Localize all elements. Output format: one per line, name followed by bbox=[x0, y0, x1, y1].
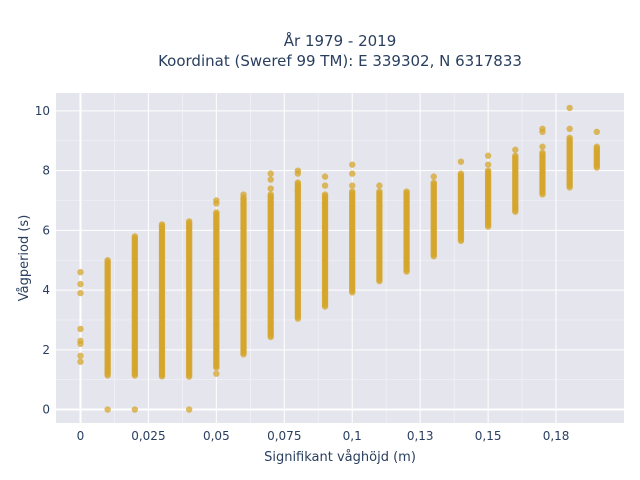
x-tick-label: 0,05 bbox=[203, 429, 230, 443]
scatter-column bbox=[294, 179, 302, 322]
scatter-point bbox=[376, 277, 383, 285]
scatter-column bbox=[131, 233, 139, 379]
y-tick-label: 6 bbox=[42, 223, 50, 237]
scatter-column bbox=[403, 188, 410, 275]
axis-ticks: 0 0,025 0,05 0,075 0,1 0,13 0,15 0,18 0 2 4 6 8 10 bbox=[35, 104, 570, 443]
scatter-column bbox=[104, 257, 111, 379]
plot-area bbox=[56, 93, 624, 423]
scatter-point bbox=[321, 173, 329, 180]
scatter-point bbox=[104, 406, 111, 413]
scatter-point bbox=[267, 170, 274, 177]
scatter-point bbox=[484, 152, 492, 159]
scatter-point bbox=[77, 325, 84, 333]
y-tick-label: 4 bbox=[42, 283, 50, 297]
scatter-point bbox=[430, 252, 437, 260]
scatter-point bbox=[77, 268, 84, 276]
scatter-point bbox=[512, 208, 519, 215]
x-tick-label: 0,025 bbox=[131, 429, 165, 443]
scatter-column bbox=[376, 188, 383, 285]
scatter-point bbox=[240, 191, 247, 198]
scatter-point bbox=[294, 188, 302, 195]
y-axis-label: Vågperiod (s) bbox=[17, 215, 32, 302]
x-tick-label: 0,1 bbox=[343, 429, 362, 443]
scatter-point bbox=[213, 370, 220, 377]
scatter-point bbox=[593, 128, 601, 136]
x-tick-label: 0,13 bbox=[407, 429, 434, 443]
scatter-point bbox=[213, 197, 220, 204]
scatter-point bbox=[349, 161, 356, 168]
scatter-point bbox=[484, 223, 492, 230]
scatter-point bbox=[267, 333, 274, 341]
scatter-point bbox=[267, 185, 274, 192]
scatter-column bbox=[158, 221, 166, 380]
scatter-point bbox=[294, 315, 302, 322]
scatter-column bbox=[593, 143, 601, 171]
x-tick-label: 0,18 bbox=[543, 429, 570, 443]
scatter-point bbox=[77, 358, 84, 365]
y-tick-label: 2 bbox=[42, 343, 50, 357]
scatter-column bbox=[349, 188, 356, 296]
scatter-column bbox=[484, 167, 492, 230]
x-tick-label: 0,075 bbox=[267, 429, 301, 443]
scatter-column bbox=[185, 218, 193, 380]
scatter-point bbox=[213, 364, 220, 371]
scatter-point bbox=[403, 268, 410, 275]
plot-background bbox=[56, 93, 624, 423]
scatter-point bbox=[294, 170, 302, 177]
chart-title-line-1: År 1979 - 2019 bbox=[284, 31, 397, 50]
scatter-point bbox=[77, 340, 84, 348]
scatter-column bbox=[457, 170, 465, 245]
scatter-point bbox=[77, 352, 84, 360]
scatter-column bbox=[512, 152, 519, 215]
scatter-column bbox=[539, 149, 546, 198]
scatter-point bbox=[457, 237, 465, 245]
scatter-point bbox=[484, 161, 492, 168]
scatter-point bbox=[321, 303, 329, 310]
scatter-point bbox=[131, 372, 139, 379]
scatter-point bbox=[539, 128, 546, 136]
scatter-point bbox=[240, 351, 247, 358]
scatter-column bbox=[321, 191, 329, 310]
scatter-point bbox=[512, 146, 519, 153]
x-tick-label: 0,15 bbox=[475, 429, 502, 443]
scatter-point bbox=[349, 289, 356, 296]
scatter-point bbox=[77, 289, 84, 297]
scatter-point bbox=[158, 373, 166, 380]
scatter-point bbox=[430, 173, 437, 180]
y-tick-label: 0 bbox=[42, 403, 50, 417]
scatter-column bbox=[430, 179, 437, 260]
x-tick-label: 0 bbox=[77, 429, 85, 443]
scatter-point bbox=[376, 182, 383, 189]
scatter-point bbox=[267, 176, 274, 183]
x-axis-label: Signifikant våghöjd (m) bbox=[264, 450, 416, 465]
scatter-points bbox=[77, 104, 601, 413]
scatter-column bbox=[267, 191, 274, 341]
scatter-point bbox=[131, 406, 139, 413]
scatter-point bbox=[566, 104, 573, 112]
scatter-point bbox=[457, 158, 465, 165]
chart-title-line-2: Koordinat (Sweref 99 TM): E 339302, N 63… bbox=[158, 52, 522, 70]
scatter-point bbox=[185, 406, 193, 413]
scatter-column bbox=[566, 134, 573, 191]
scatter-point bbox=[539, 143, 546, 150]
scatter-point bbox=[566, 125, 573, 133]
scatter-point bbox=[185, 373, 193, 380]
scatter-column bbox=[213, 209, 220, 371]
scatter-point bbox=[593, 164, 601, 171]
scatter-point bbox=[349, 170, 356, 177]
y-tick-label: 10 bbox=[35, 104, 50, 118]
scatter-point bbox=[321, 182, 329, 189]
scatter-point bbox=[77, 280, 84, 288]
scatter-point bbox=[566, 184, 573, 191]
scatter-column bbox=[240, 194, 247, 358]
y-tick-label: 8 bbox=[42, 164, 50, 178]
scatter-point bbox=[539, 191, 546, 198]
scatter-point bbox=[104, 372, 111, 379]
scatter-point bbox=[349, 182, 356, 189]
